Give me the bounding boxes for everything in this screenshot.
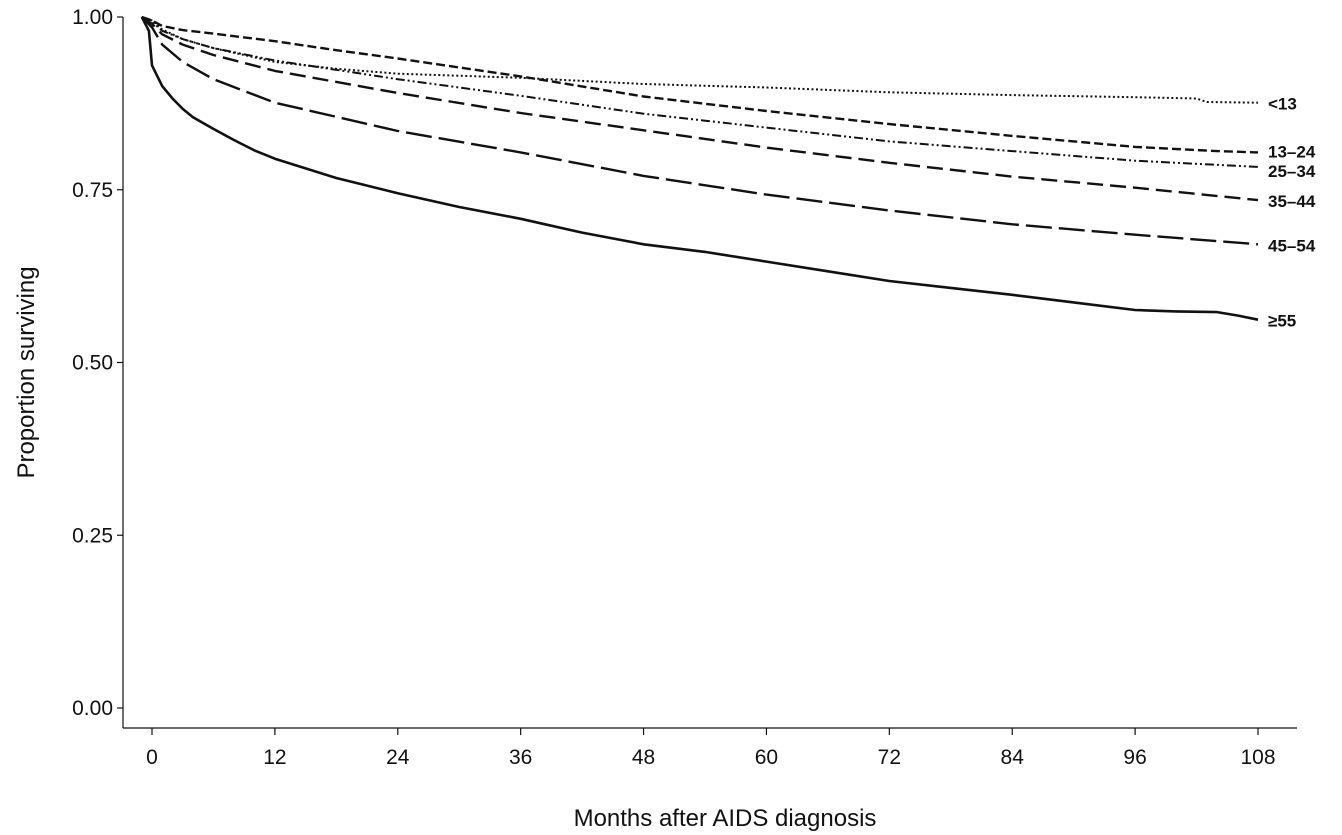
series-label-5: 45–54 [1268, 236, 1316, 255]
x-tick-label: 84 [1001, 746, 1025, 769]
x-tick-label: 48 [632, 746, 655, 769]
series-label-3: 25–34 [1268, 162, 1316, 181]
x-axis-title: Months after AIDS diagnosis [574, 805, 877, 832]
y-tick-label: 0.25 [72, 524, 113, 547]
x-tick-label: 36 [509, 746, 532, 769]
series-label-4: 35–44 [1268, 192, 1316, 211]
series-line-4 [141, 16, 1259, 202]
series-label-1: <13 [1268, 95, 1297, 114]
y-axis-title: Proportion surviving [13, 266, 40, 478]
series-line-1 [141, 16, 1259, 104]
y-axis-ticks: 0.00 0.25 0.50 0.75 1.00 [72, 6, 123, 720]
y-tick-label: 0.00 [72, 697, 113, 720]
x-tick-label: 72 [878, 746, 901, 769]
x-tick-label: 12 [263, 746, 286, 769]
x-tick-label: 24 [386, 746, 410, 769]
series-line-2 [141, 15, 1259, 154]
series-line-3 [141, 16, 1259, 168]
y-tick-label: 1.00 [72, 6, 113, 29]
series-label-6: ≥55 [1268, 312, 1296, 331]
series-line-5 [140, 16, 1259, 246]
x-tick-label: 108 [1240, 746, 1275, 769]
y-tick-label: 0.75 [72, 179, 113, 202]
series-label-2: 13–24 [1268, 142, 1316, 161]
x-tick-label: 60 [755, 746, 778, 769]
x-tick-label: 96 [1123, 746, 1146, 769]
y-tick-label: 0.50 [72, 352, 113, 375]
survival-curves [140, 15, 1259, 321]
x-axis-ticks: 0 12 24 36 48 60 72 84 96 108 [146, 728, 1276, 769]
x-tick-label: 0 [146, 746, 158, 769]
series-line-6 [140, 16, 1259, 321]
